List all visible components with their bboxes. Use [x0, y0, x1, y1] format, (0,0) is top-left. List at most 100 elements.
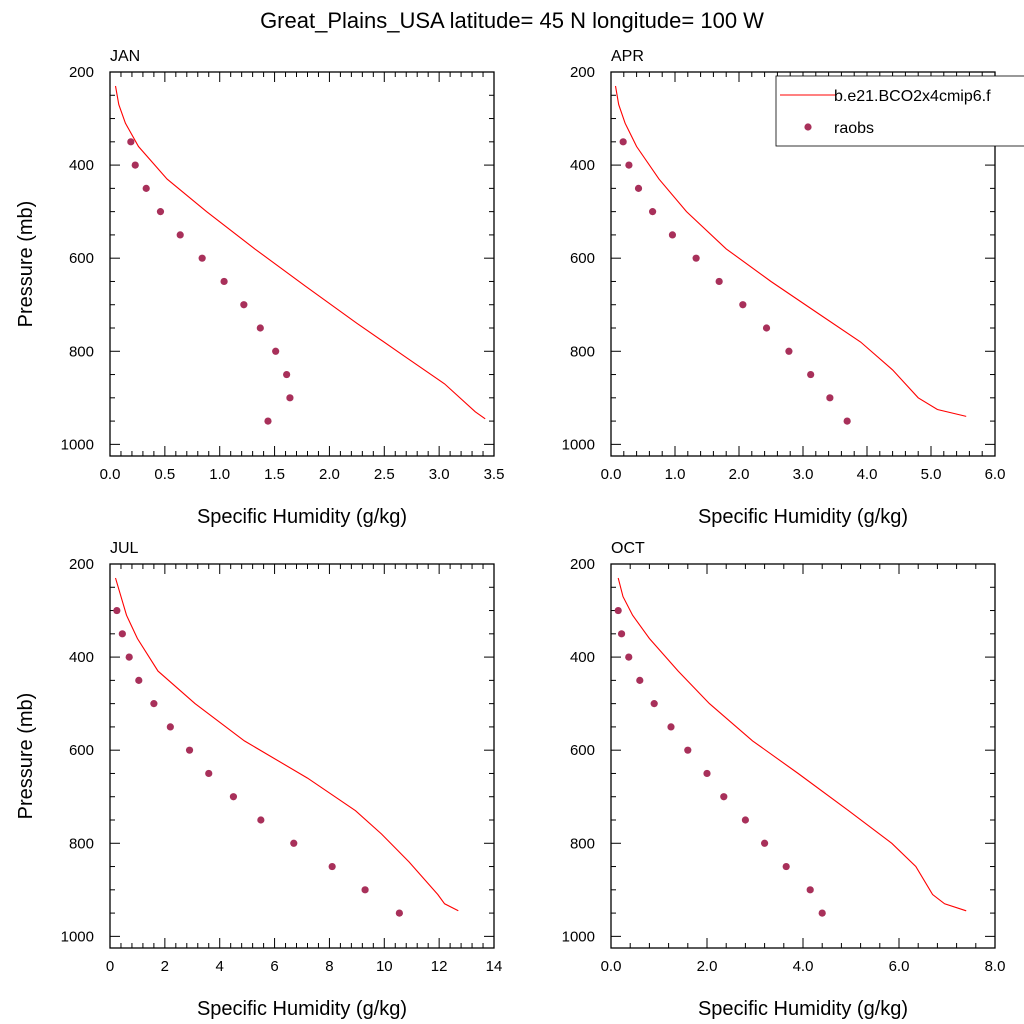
x-tick-label: 8.0: [985, 958, 1006, 975]
panel-apr: 0.0 1.0 2.0 3.0 4.0 5.0 6.0 200 400 600 800 1000 APR…: [562, 48, 1024, 528]
x-axis-title: Specific Humidity (g/kg): [197, 998, 407, 1020]
data-point-raobs: [703, 769, 711, 778]
x-tick-label: 1.5: [264, 466, 285, 483]
y-tick-label: 400: [69, 157, 94, 174]
data-point-raobs: [625, 653, 633, 661]
y-tick-label: 200: [69, 556, 94, 573]
data-point-raobs: [649, 208, 657, 216]
data-point-raobs: [198, 254, 206, 262]
panel-label: JUL: [110, 540, 139, 557]
x-axis-title: Specific Humidity (g/kg): [698, 998, 908, 1020]
y-tick-label: 1000: [61, 436, 94, 453]
y-axis-title: Pressure (mb): [15, 201, 37, 328]
series-line-model: [617, 577, 967, 912]
data-point-raobs: [684, 746, 692, 754]
data-point-raobs: [283, 370, 291, 379]
data-point-raobs: [113, 606, 121, 615]
data-point-raobs: [127, 138, 135, 146]
data-point-raobs: [286, 394, 294, 402]
panel-label: APR: [611, 48, 644, 65]
y-tick-label: 800: [570, 835, 595, 852]
panel-jan: 0.0 0.5 1.0 1.5 2.0 2.5 3.0 3.5 200 400 600 800 1000…: [15, 48, 504, 528]
x-tick-label: 10: [376, 958, 393, 975]
x-tick-label: 0.5: [154, 466, 175, 483]
data-point-raobs: [741, 816, 750, 824]
data-point-raobs: [118, 630, 126, 638]
legend-box: [775, 75, 1024, 147]
panel-label: JAN: [110, 48, 140, 65]
data-point-raobs: [290, 839, 298, 847]
legend-marker-swatch: [804, 123, 812, 131]
x-tick-label: 2.0: [729, 466, 750, 483]
panel-oct: 0.0 2.0 4.0 6.0 8.0 200 400 600 800 1000 OCT Specif…: [562, 540, 1006, 1020]
x-tick-label: 8: [325, 958, 333, 975]
series-line-model: [114, 577, 459, 912]
data-point-raobs: [614, 606, 622, 615]
data-point-raobs: [650, 700, 658, 708]
x-tick-label: 0: [106, 958, 114, 975]
y-tick-label: 800: [69, 343, 94, 360]
data-point-raobs: [328, 862, 336, 871]
data-point-raobs: [715, 277, 723, 286]
data-point-raobs: [762, 324, 771, 332]
x-tick-label: 3.0: [429, 466, 450, 483]
data-point-raobs: [634, 184, 643, 192]
data-point-raobs: [135, 676, 143, 684]
x-tick-label: 6: [270, 958, 278, 975]
y-tick-label: 800: [570, 343, 595, 360]
data-point-raobs: [667, 723, 675, 731]
data-point-raobs: [150, 700, 158, 708]
x-tick-label: 0.0: [601, 466, 622, 483]
data-point-raobs: [843, 417, 851, 425]
data-point-raobs: [166, 723, 174, 731]
data-point-raobs: [692, 254, 700, 262]
data-point-raobs: [782, 862, 790, 871]
figure-title: Great_Plains_USA latitude= 45 N longitud…: [260, 8, 764, 33]
plot-frame: [610, 563, 996, 949]
x-tick-label: 2.5: [374, 466, 395, 483]
y-tick-label: 1000: [61, 928, 94, 945]
data-point-raobs: [257, 816, 265, 824]
data-point-raobs: [818, 909, 826, 917]
data-point-raobs: [142, 184, 150, 192]
y-tick-label: 400: [570, 649, 595, 666]
y-tick-label: 400: [570, 157, 595, 174]
data-point-raobs: [761, 839, 769, 847]
data-point-raobs: [625, 161, 633, 169]
series-line-model: [114, 85, 486, 420]
x-tick-label: 3.5: [484, 466, 505, 483]
data-point-raobs: [807, 370, 815, 379]
data-point-raobs: [220, 277, 228, 286]
data-point-raobs: [240, 301, 248, 309]
y-tick-label: 600: [570, 250, 595, 267]
y-tick-label: 600: [69, 250, 94, 267]
data-point-raobs: [739, 301, 747, 309]
legend-label-obs: raobs: [834, 120, 874, 137]
series-line-model: [614, 85, 967, 417]
y-tick-label: 600: [570, 742, 595, 759]
data-point-raobs: [256, 324, 264, 332]
x-tick-label: 2.0: [697, 958, 718, 975]
x-tick-label: 12: [431, 958, 448, 975]
data-point-raobs: [125, 653, 133, 661]
data-point-raobs: [156, 208, 165, 216]
data-point-raobs: [264, 417, 272, 425]
data-point-raobs: [826, 394, 834, 402]
legend-label-model: b.e21.BCO2x4cmip6.f: [834, 88, 991, 105]
x-tick-label: 6.0: [889, 958, 910, 975]
x-tick-label: 1.0: [665, 466, 686, 483]
y-tick-label: 1000: [562, 436, 595, 453]
data-point-raobs: [720, 793, 728, 801]
panels: 0.0 0.5 1.0 1.5 2.0 2.5 3.0 3.52004006008001000…: [15, 48, 1024, 1020]
data-point-raobs: [619, 138, 627, 146]
data-point-raobs: [131, 161, 139, 169]
x-tick-label: 4.0: [793, 958, 814, 975]
data-point-raobs: [668, 231, 677, 239]
y-tick-label: 200: [69, 64, 94, 81]
x-tick-label: 6.0: [985, 466, 1006, 483]
x-tick-label: 1.0: [209, 466, 230, 483]
data-point-raobs: [185, 746, 194, 754]
x-tick-label: 0.0: [100, 466, 121, 483]
x-tick-label: 4.0: [857, 466, 878, 483]
